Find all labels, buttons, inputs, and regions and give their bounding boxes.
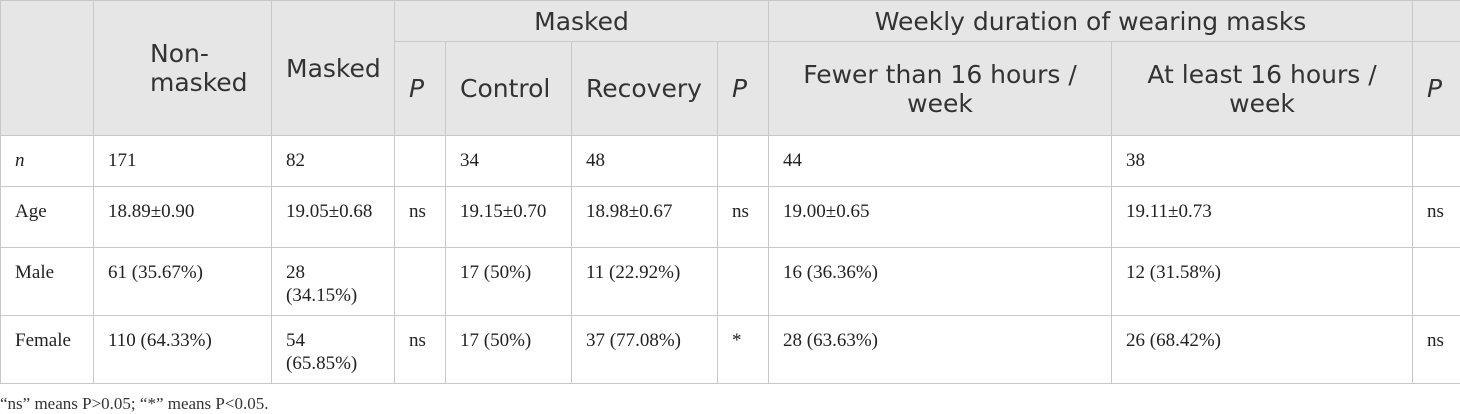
header-blank-top-right xyxy=(1412,0,1460,42)
header-row-2: P Control Recovery P Fewer than 16 hours… xyxy=(1,41,1460,136)
table-cell: 82 xyxy=(271,135,395,187)
table-cell: ns xyxy=(394,186,446,248)
table-cell xyxy=(1412,135,1460,187)
header-group-masked: Masked xyxy=(393,0,770,42)
header-masked: Masked xyxy=(271,0,395,136)
header-non-masked: Non- masked xyxy=(93,0,272,136)
table-cell: 19.15±0.70 xyxy=(445,186,572,248)
table-cell: ns xyxy=(1412,186,1460,248)
table-row: Male 61 (35.67%) 28 (34.15%) 17 (50%) 11… xyxy=(0,247,1460,316)
header-p-2: P xyxy=(716,41,770,136)
header-at-least-16: At least 16 hours / week xyxy=(1111,41,1414,136)
header-p-3: P xyxy=(1412,41,1460,136)
table-cell: 19.11±0.73 xyxy=(1111,186,1414,248)
table-cell xyxy=(716,247,770,316)
table-cell xyxy=(394,247,446,316)
table-cell: 18.98±0.67 xyxy=(571,186,718,248)
table-cell: 61 (35.67%) xyxy=(93,247,272,316)
table-cell: 11 (22.92%) xyxy=(571,247,718,316)
table-cell xyxy=(716,135,770,187)
table-cell: ns xyxy=(1412,315,1460,384)
table-cell: 38 xyxy=(1111,135,1414,187)
table-cell: 28 (63.63%) xyxy=(768,315,1113,384)
row-label-n: n xyxy=(0,135,94,187)
table-cell: 171 xyxy=(93,135,272,187)
header-blank-cell xyxy=(0,0,94,136)
table-cell: 19.00±0.65 xyxy=(768,186,1113,248)
table-cell xyxy=(394,135,446,187)
table-cell: * xyxy=(716,315,770,384)
header-recovery: Recovery xyxy=(571,41,718,136)
row-label-age: Age xyxy=(0,186,94,248)
table-cell: 17 (50%) xyxy=(445,247,572,316)
table-cell: 26 (68.42%) xyxy=(1111,315,1414,384)
table-footnote: “ns” means P>0.05; “*” means P<0.05. xyxy=(0,394,269,413)
table-cell: ns xyxy=(716,186,770,248)
table-cell: 17 (50%) xyxy=(445,315,572,384)
table-cell: 110 (64.33%) xyxy=(93,315,272,384)
table-cell: 37 (77.08%) xyxy=(571,315,718,384)
table-cell: 28 (34.15%) xyxy=(271,247,395,316)
table-row: Age 18.89±0.90 19.05±0.68 ns 19.15±0.70 … xyxy=(0,186,1460,248)
header-p-1: P xyxy=(394,41,446,136)
table-cell: 34 xyxy=(445,135,572,187)
data-table: Non- masked Masked Masked Weekly duratio… xyxy=(0,0,1460,384)
header-fewer-than-16: Fewer than 16 hours / week xyxy=(768,41,1113,136)
table-cell: 19.05±0.68 xyxy=(271,186,395,248)
table-cell: 44 xyxy=(768,135,1113,187)
table-cell: ns xyxy=(394,315,446,384)
table-row: n 171 82 34 48 44 38 xyxy=(0,135,1460,187)
table-cell: 16 (36.36%) xyxy=(768,247,1113,316)
row-label-female: Female xyxy=(0,315,94,384)
table-cell: 12 (31.58%) xyxy=(1111,247,1414,316)
row-label-male: Male xyxy=(0,247,94,316)
header-control: Control xyxy=(445,41,572,136)
table-cell: 18.89±0.90 xyxy=(93,186,272,248)
header-group-weekly-duration: Weekly duration of wearing masks xyxy=(768,0,1414,42)
table-cell: 48 xyxy=(571,135,718,187)
table-cell: 54 (65.85%) xyxy=(271,315,395,384)
table-row: Female 110 (64.33%) 54 (65.85%) ns 17 (5… xyxy=(0,315,1460,384)
table-cell xyxy=(1412,247,1460,316)
header-row-1: Non- masked Masked Masked Weekly duratio… xyxy=(0,0,1460,136)
